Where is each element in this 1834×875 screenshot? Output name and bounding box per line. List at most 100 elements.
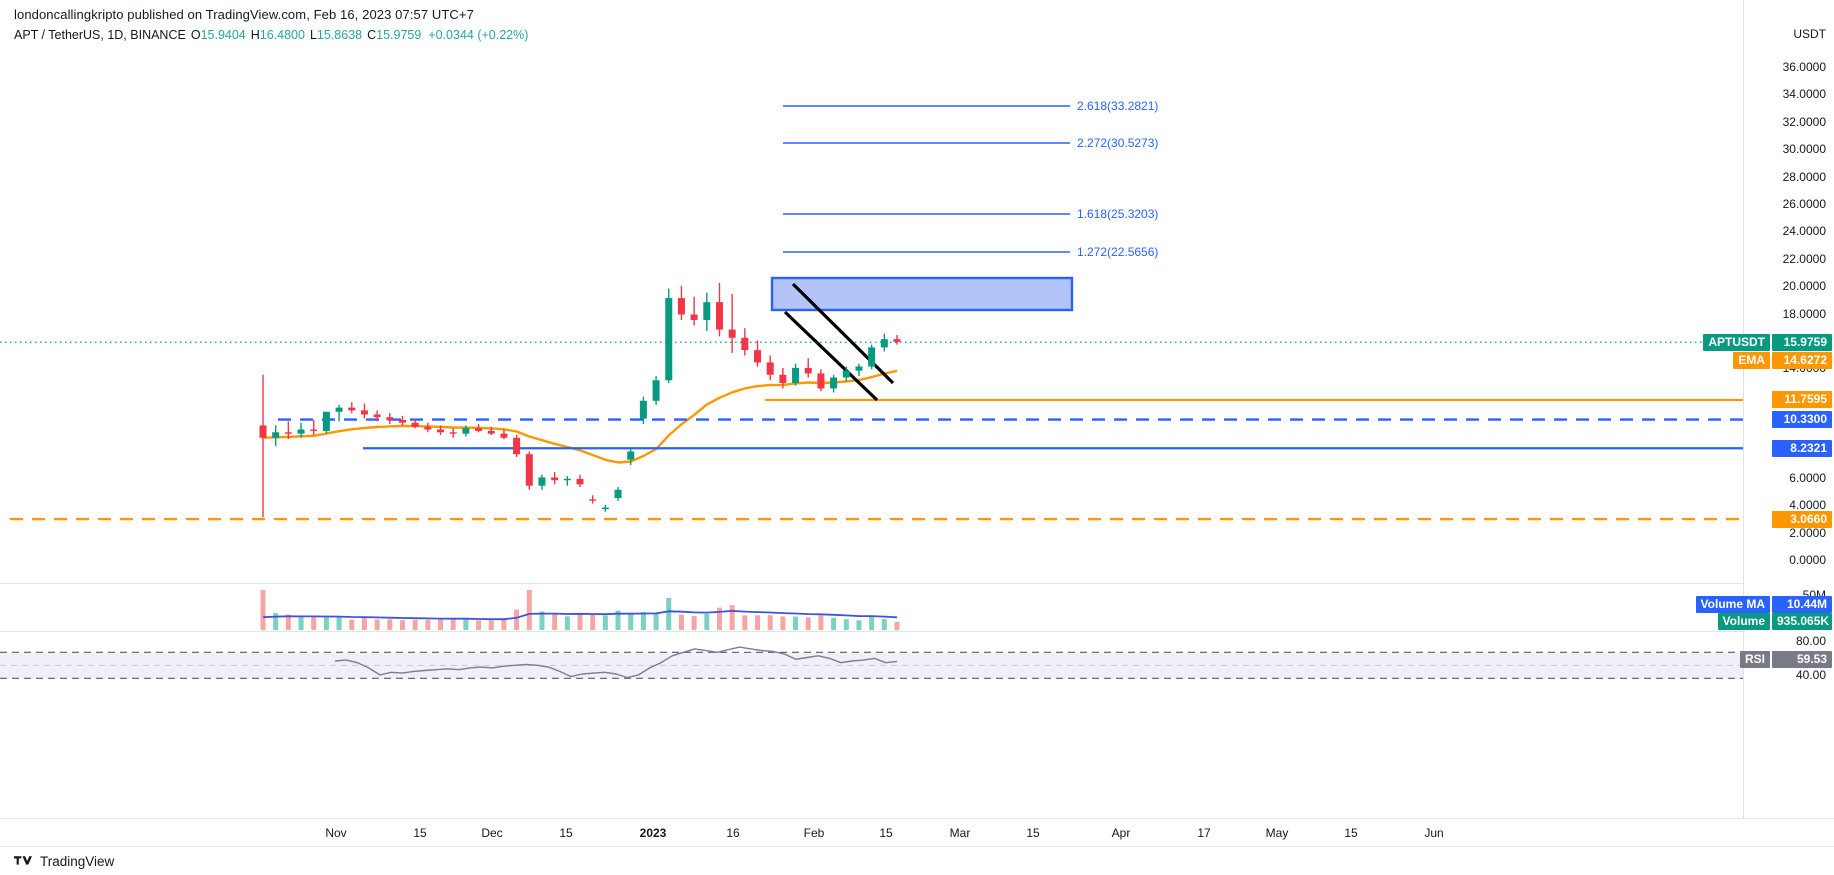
volume-bar [501,619,507,630]
wedge-upper-trendline[interactable] [791,282,895,385]
volume-bar [805,617,811,630]
candle-body [817,373,825,389]
volume-bar [577,612,583,630]
volume-bar [881,619,887,630]
price-tick: 28.0000 [1782,169,1826,184]
volume-bar [412,619,418,630]
volume-bar [552,613,558,630]
volume-bar [387,619,393,630]
tradingview-logo-icon [14,855,33,868]
candle-body [754,350,762,363]
candle-body [360,410,368,415]
volume-bar [640,612,646,630]
pane-separator-rsi [0,631,1743,632]
candle-body [487,430,495,434]
legend-open-value: 15.9404 [200,28,246,42]
candle-body [475,428,483,431]
volume-bar [285,614,291,630]
volume-badge-value[interactable]: 935.065K [1772,613,1832,630]
volume-bar [399,619,405,630]
time-tick: 15 [1344,826,1358,840]
time-tick: 17 [1197,826,1211,840]
volume-bar [323,617,329,630]
legend-symbol[interactable]: APT / TetherUS, 1D, BINANCE [14,28,186,42]
candle-body [804,367,812,374]
candle-body [284,432,292,434]
volume-bar [488,620,494,630]
price-tick: 32.0000 [1782,114,1826,129]
volume-bar [716,607,722,630]
candle-body [386,417,394,420]
ema-line [262,369,898,464]
volume-bar [831,617,837,630]
supply-zone-rect[interactable] [770,276,1074,312]
price-badge-name: APTUSDT [1703,333,1770,351]
candle-body [652,380,660,401]
candle-body [893,339,901,342]
pane-separator-volume [0,583,1743,584]
rsi-tick: 80.00 [1795,634,1826,648]
volume-bar [336,617,342,630]
candle-body [462,428,470,434]
footer-bar: TradingView [0,846,1834,875]
candle-body [614,489,622,499]
volume-bar [298,616,304,630]
price-badge-value[interactable]: 10.3300 [1772,411,1832,429]
price-tick: 34.0000 [1782,87,1826,102]
candle-body [703,302,711,320]
price-tick: 26.0000 [1782,196,1826,211]
candle-body [868,347,876,367]
price-badge-value[interactable]: 3.0660 [1772,510,1832,528]
candle-body [728,329,736,338]
volume-badge-name: Volume MA [1695,596,1770,613]
time-tick: 2023 [639,826,667,840]
volume-bar [691,616,697,630]
candle-body [411,422,419,427]
candle-body [842,370,850,378]
time-tick: 15 [559,826,573,840]
fibonacci-level-label: 1.272(22.5656) [1077,245,1159,259]
price-pane[interactable] [0,44,1743,584]
price-badge-value[interactable]: 15.9759 [1772,333,1832,351]
time-axis[interactable]: Nov 15 Dec 15 2023 16 Feb 15 Mar 15 Apr 17 May 15 Jun [0,818,1834,846]
volume-bar [793,616,799,630]
price-tick: 2.0000 [1789,525,1826,540]
time-tick: 15 [1026,826,1040,840]
volume-bar [869,616,875,630]
volume-ma-line [262,609,898,621]
volume-bar [463,618,469,630]
candle-body [449,432,457,434]
price-badge-value[interactable]: 8.2321 [1772,439,1832,457]
chart-legend: APT / TetherUS, 1D, BINANCE O 15.9404 H 16… [14,28,528,42]
candle-body [398,419,406,423]
candle-body [373,414,381,418]
price-badge-value[interactable]: 14.6272 [1772,352,1832,370]
time-tick: Nov [325,826,347,840]
candle-body [690,314,698,320]
candle-body [589,499,597,501]
candle-body [639,400,647,419]
wedge-lower-trendline[interactable] [783,310,879,402]
price-axis[interactable]: USDT 36.0000 34.0000 32.0000 30.0000 28.0000… [1695,0,1834,818]
rsi-tick: 40.00 [1795,668,1826,682]
volume-bar [539,611,545,630]
rsi-pane[interactable] [0,632,1743,690]
fibonacci-level-label: 2.272(30.5273) [1077,136,1159,150]
candle-body [563,478,571,481]
volume-bar [767,615,773,630]
candle-body [551,477,559,481]
price-tick: 0.0000 [1789,553,1826,567]
volume-bar [425,619,431,630]
price-tick: 6.0000 [1789,470,1826,485]
time-tick: Mar [949,826,971,840]
volume-pane[interactable] [0,584,1743,632]
volume-bar [476,620,482,630]
price-badge-value[interactable]: 11.7595 [1772,391,1832,409]
rsi-chart-canvas [0,646,1743,679]
time-tick: Dec [481,826,503,840]
volume-badge-value[interactable]: 10.44M [1772,596,1832,613]
time-tick: 16 [726,826,740,840]
rsi-badge-value[interactable]: 59.53 [1772,651,1832,668]
time-tick: 15 [879,826,893,840]
